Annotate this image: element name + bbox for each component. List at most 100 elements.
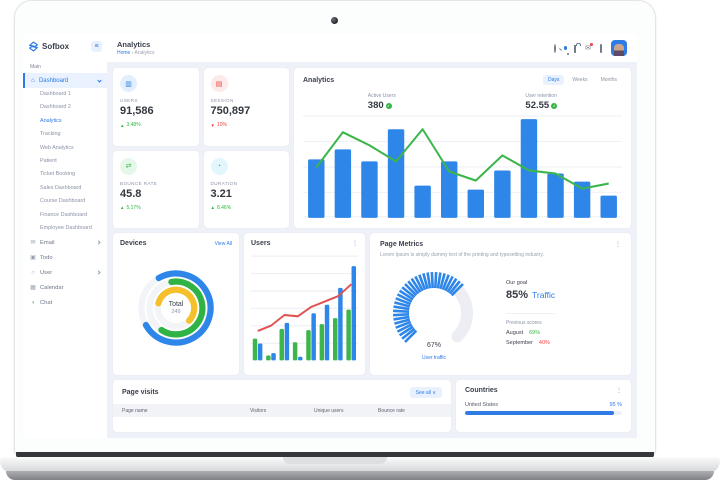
column-page-name: Page name xyxy=(122,407,148,414)
avatar[interactable] xyxy=(611,40,627,56)
sidebar-item-tracking[interactable]: Tracking xyxy=(40,131,61,138)
metric-value: 52.55 xyxy=(525,100,550,111)
sidebar-item-web-analytics[interactable]: Web Analytics xyxy=(40,144,74,151)
tab-months[interactable]: Months xyxy=(600,77,617,83)
kebab-menu-icon[interactable]: ⋮ xyxy=(616,387,622,394)
sidebar-item-analytics[interactable]: Analytics xyxy=(40,117,62,124)
arrow-up-icon: ▲ xyxy=(210,205,215,210)
row-overview: ▥ USERS 91,586 ▲ 3.48% ▤ SESSION 750,897 … xyxy=(113,68,631,228)
breadcrumb: Home › Analytics xyxy=(117,50,155,56)
sidebar-item-todo[interactable]: ▣ Todo xyxy=(23,250,107,265)
navbar-icons: ✉ xyxy=(554,40,627,56)
sidebar-toggle-icon[interactable]: ≡ xyxy=(91,40,102,52)
dashboard-screen: Sofbox ≡ Main ⌂ Dashboard Dashboard 1 Da… xyxy=(23,34,637,438)
previous-scores-label: Previous scores xyxy=(506,312,556,326)
stat-delta: ▲ 8.46% xyxy=(210,204,232,211)
laptop-base-notch xyxy=(283,457,387,464)
dashboard-submenu: Dashboard 1 Dashboard 2 Analytics Tracki… xyxy=(23,88,107,235)
webcam xyxy=(331,17,338,24)
sidebar-item-dashboard[interactable]: ⌂ Dashboard xyxy=(23,73,107,88)
page-title: Analytics xyxy=(117,40,151,49)
analytics-bar-line-chart xyxy=(303,115,622,218)
donut-total-label: Total xyxy=(168,300,184,308)
metric-value: 380 xyxy=(367,100,384,111)
country-progress-track xyxy=(465,411,622,415)
see-all-button[interactable]: See all ∨ xyxy=(409,387,442,398)
search-icon[interactable] xyxy=(554,43,557,53)
gauge-chart xyxy=(392,271,473,343)
chevron-down-icon xyxy=(97,78,102,83)
stat-label: SESSION xyxy=(210,98,234,103)
country-percent: 95 % xyxy=(609,402,622,408)
mail-badge xyxy=(590,42,593,46)
cart-icon[interactable] xyxy=(574,44,577,53)
stat-card-users: ▥ USERS 91,586 ▲ 3.48% xyxy=(113,68,199,146)
view-all-link[interactable]: View All xyxy=(214,240,232,247)
chevron-right-icon xyxy=(96,270,101,275)
metric-user-retention: User retention 52.55 ✓ xyxy=(525,93,558,111)
stat-card-session: ▤ SESSION 750,897 ▼ 10% xyxy=(203,68,289,146)
fullscreen-icon[interactable] xyxy=(600,43,602,53)
kebab-menu-icon[interactable]: ⋮ xyxy=(615,241,621,248)
sidebar-item-dashboard-1[interactable]: Dashboard 1 xyxy=(40,91,71,97)
country-row-united-states: United States 95 % xyxy=(465,402,622,408)
sidebar-item-employee-dashboard[interactable]: Employee Dashboard xyxy=(40,224,92,231)
row-tables: Page visits See all ∨ Page name Visitors… xyxy=(113,380,631,432)
row-detail: Devices View All Total 249 xyxy=(113,233,631,375)
countries-title: Countries xyxy=(465,387,498,394)
breadcrumb-home[interactable]: Home xyxy=(117,50,131,56)
stat-card-duration: ◔ DURATION 3.21 ▲ 8.46% xyxy=(203,150,289,228)
sidebar-item-finance-dashboard[interactable]: Finance Dashboard xyxy=(40,211,88,218)
gauge-label-link[interactable]: User traffic xyxy=(421,354,447,361)
laptop-lid: Sofbox ≡ Main ⌂ Dashboard Dashboard 1 Da… xyxy=(14,0,656,456)
check-badge-icon: ✓ xyxy=(385,102,392,109)
kebab-menu-icon[interactable]: ⋮ xyxy=(352,240,358,247)
logo-text: Sofbox xyxy=(42,41,70,51)
stat-value: 3.21 xyxy=(210,187,232,200)
goal-suffix: Traffic xyxy=(532,289,556,300)
laptop-base-edge xyxy=(6,471,714,480)
countries-card: Countries ⋮ United States 95 % xyxy=(456,380,631,432)
sidebar-item-dashboard-2[interactable]: Dashboard 2 xyxy=(40,104,71,111)
page-metrics-subtitle: Lorem Ipsum is simply dummy text of the … xyxy=(380,252,544,258)
stat-value: 45.8 xyxy=(120,187,142,200)
analytics-metrics: Active Users 380 ✓ User retention 52.55 ✓ xyxy=(303,93,622,111)
todo-label: Todo xyxy=(40,254,53,261)
sidebar-item-ticket-booking[interactable]: Ticket Booking xyxy=(40,171,76,178)
stat-delta: ▲ 5.17% xyxy=(120,204,141,211)
page-metrics-body: 67% User traffic Our goal 85% Traffic Pr… xyxy=(380,258,621,367)
tab-weeks[interactable]: Weeks xyxy=(572,77,588,83)
page-heading: Analytics Home › Analytics xyxy=(117,40,155,56)
check-badge-icon: ✓ xyxy=(551,102,558,109)
analytics-title: Analytics xyxy=(303,76,335,84)
analytics-header: Analytics Days Weeks Months xyxy=(303,75,622,85)
sofbox-logo-icon xyxy=(29,40,38,52)
users-card: Users ⋮ xyxy=(244,233,365,375)
donut-center: Total 249 xyxy=(169,301,184,315)
previous-score-september: September 40% xyxy=(506,340,555,346)
sidebar-item-course-dashboard[interactable]: Course Dashboard xyxy=(40,198,86,205)
mail-icon[interactable]: ✉ xyxy=(585,42,593,52)
sidebar-item-chat[interactable]: ◖ Chat xyxy=(23,295,107,310)
stat-label: BOUNCE RATE xyxy=(120,180,158,186)
sidebar-item-user[interactable]: ○ User xyxy=(23,265,107,280)
column-unique-users: Unique users xyxy=(314,407,344,414)
goal-value: 85% xyxy=(506,288,529,301)
stat-value: 91,586 xyxy=(120,105,154,117)
sidebar-item-calendar[interactable]: ▦ Calendar xyxy=(23,280,107,295)
sidebar-item-sales-dashboard[interactable]: Sales Dashboard xyxy=(40,184,82,191)
sidebar-item-email[interactable]: ✉ Email xyxy=(23,235,107,250)
sidebar-item-patient[interactable]: Patient xyxy=(40,157,57,164)
chevron-right-icon xyxy=(96,240,101,245)
breadcrumb-separator: › xyxy=(131,50,134,56)
arrow-up-icon: ▲ xyxy=(120,122,125,128)
tab-days[interactable]: Days xyxy=(542,75,565,85)
calendar-icon: ▦ xyxy=(30,285,36,292)
calendar-label: Calendar xyxy=(40,284,64,291)
goal-column: Our goal 85% Traffic Previous scores Aug… xyxy=(506,280,556,346)
prev-value: 69% xyxy=(529,329,541,336)
session-card-icon: ▤ xyxy=(210,75,228,92)
devices-card: Devices View All Total 249 xyxy=(113,233,239,375)
dashboard-label: Dashboard xyxy=(38,77,69,84)
breadcrumb-current: Analytics xyxy=(134,50,155,56)
